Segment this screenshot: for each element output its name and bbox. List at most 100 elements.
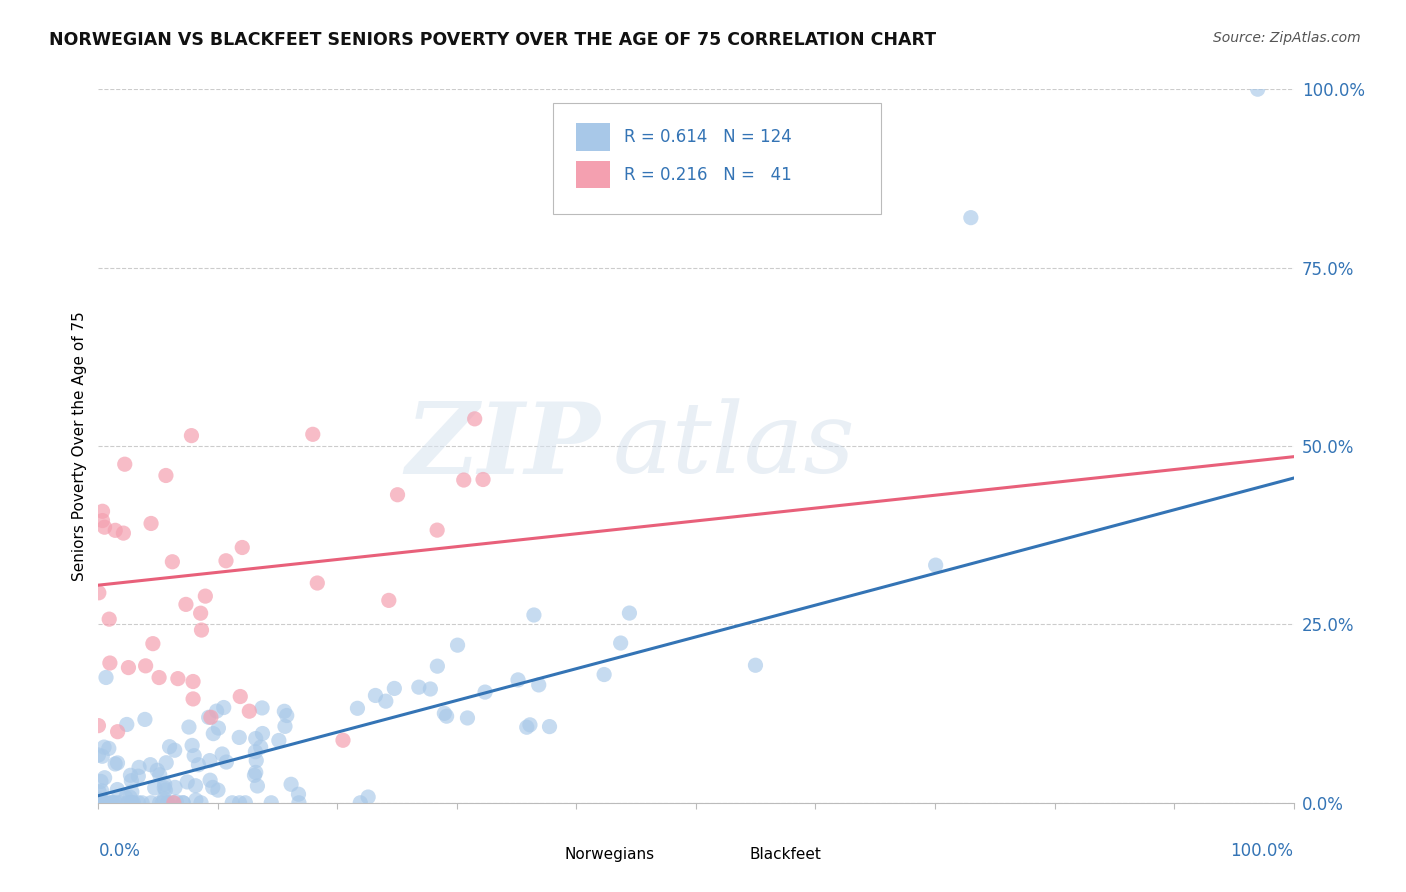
Point bbox=[346, 701, 368, 715]
Point bbox=[960, 211, 983, 225]
Point bbox=[91, 749, 114, 764]
Point bbox=[419, 681, 441, 696]
Point bbox=[201, 780, 224, 795]
Point bbox=[245, 754, 267, 768]
Point bbox=[176, 775, 198, 789]
Point bbox=[274, 719, 297, 733]
Point bbox=[245, 731, 267, 746]
Point bbox=[87, 747, 110, 762]
Point bbox=[112, 526, 135, 541]
Point bbox=[94, 796, 117, 810]
Point bbox=[167, 672, 190, 686]
Point bbox=[280, 777, 302, 791]
Point bbox=[98, 612, 121, 626]
Point bbox=[87, 586, 110, 600]
Text: Blackfeet: Blackfeet bbox=[749, 847, 821, 862]
Text: R = 0.216   N =   41: R = 0.216 N = 41 bbox=[624, 166, 792, 184]
Point bbox=[207, 721, 229, 735]
Point bbox=[94, 796, 117, 810]
Text: 100.0%: 100.0% bbox=[1230, 842, 1294, 860]
Point bbox=[235, 796, 257, 810]
Point bbox=[121, 785, 143, 799]
Point bbox=[117, 660, 139, 674]
Point bbox=[187, 757, 209, 772]
Point bbox=[148, 671, 170, 685]
Point bbox=[593, 667, 616, 681]
Point bbox=[474, 685, 496, 699]
Point bbox=[108, 796, 131, 810]
Point bbox=[238, 704, 260, 718]
Point bbox=[105, 796, 128, 810]
Point bbox=[378, 593, 401, 607]
Point bbox=[90, 774, 112, 789]
Point bbox=[143, 780, 166, 795]
FancyBboxPatch shape bbox=[529, 837, 557, 858]
Text: NORWEGIAN VS BLACKFEET SENIORS POVERTY OVER THE AGE OF 75 CORRELATION CHART: NORWEGIAN VS BLACKFEET SENIORS POVERTY O… bbox=[49, 31, 936, 49]
Point bbox=[98, 656, 121, 670]
Point bbox=[107, 724, 129, 739]
Point bbox=[228, 796, 250, 810]
Point bbox=[127, 796, 149, 810]
Point bbox=[190, 606, 212, 620]
Point bbox=[91, 514, 114, 528]
Point bbox=[924, 558, 946, 573]
Text: Source: ZipAtlas.com: Source: ZipAtlas.com bbox=[1213, 31, 1361, 45]
Point bbox=[516, 720, 538, 734]
Point bbox=[146, 764, 169, 778]
Point bbox=[288, 796, 311, 810]
Point bbox=[131, 796, 153, 810]
Point bbox=[301, 427, 323, 442]
Point bbox=[506, 673, 529, 687]
Point bbox=[172, 796, 194, 810]
Point bbox=[433, 706, 456, 721]
Point bbox=[174, 598, 197, 612]
Point bbox=[177, 720, 200, 734]
Point bbox=[157, 796, 180, 810]
Point bbox=[249, 740, 271, 755]
Text: R = 0.614   N = 124: R = 0.614 N = 124 bbox=[624, 128, 792, 146]
Text: ZIP: ZIP bbox=[405, 398, 600, 494]
Point bbox=[97, 741, 120, 756]
Point bbox=[332, 733, 354, 747]
Point bbox=[229, 690, 252, 704]
Point bbox=[180, 428, 202, 442]
Point bbox=[155, 783, 177, 797]
FancyBboxPatch shape bbox=[576, 161, 610, 188]
Point bbox=[135, 658, 157, 673]
Point bbox=[149, 796, 172, 810]
Point bbox=[101, 795, 124, 809]
Point bbox=[374, 694, 396, 708]
Point bbox=[446, 638, 468, 652]
Point bbox=[307, 576, 329, 591]
Point bbox=[162, 796, 184, 810]
Point bbox=[198, 773, 221, 788]
Point bbox=[139, 516, 162, 531]
Point bbox=[197, 710, 219, 724]
Point bbox=[181, 739, 204, 753]
Point bbox=[252, 726, 274, 740]
Point bbox=[184, 779, 207, 793]
Point bbox=[159, 739, 181, 754]
Point bbox=[114, 457, 136, 471]
Point bbox=[472, 473, 495, 487]
Point bbox=[207, 783, 229, 797]
Point bbox=[163, 743, 186, 757]
Point bbox=[243, 768, 266, 782]
Point bbox=[190, 623, 212, 637]
Point bbox=[519, 718, 541, 732]
Y-axis label: Seniors Poverty Over the Age of 75: Seniors Poverty Over the Age of 75 bbox=[72, 311, 87, 581]
Point bbox=[104, 756, 127, 771]
Point bbox=[190, 796, 212, 810]
Point bbox=[181, 692, 204, 706]
Point bbox=[153, 791, 176, 805]
Point bbox=[163, 796, 186, 810]
Point bbox=[150, 796, 173, 810]
Point bbox=[287, 787, 309, 801]
Point bbox=[364, 689, 387, 703]
Point bbox=[211, 747, 233, 761]
Point bbox=[101, 796, 124, 810]
Point bbox=[231, 541, 253, 555]
Point bbox=[387, 488, 409, 502]
Point bbox=[245, 745, 267, 759]
Point bbox=[527, 678, 550, 692]
